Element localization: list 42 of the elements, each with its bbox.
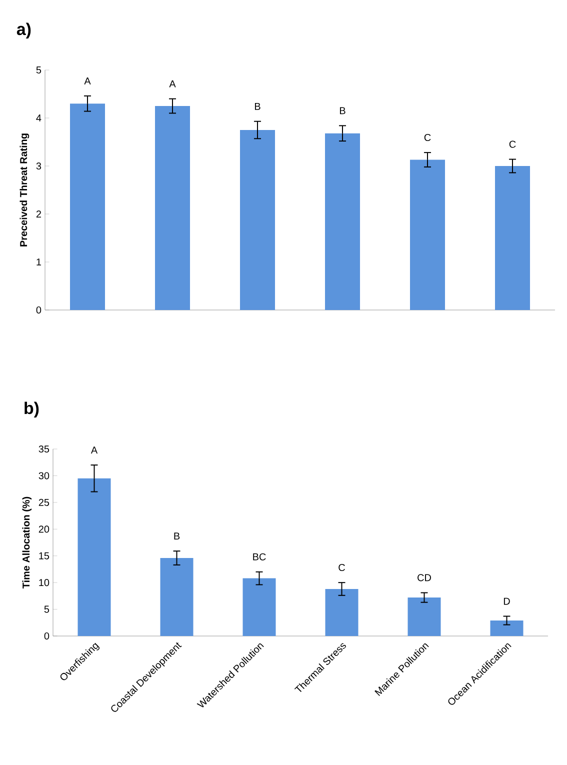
data-label: B bbox=[254, 102, 260, 110]
y-tick-label: 35 bbox=[38, 445, 50, 453]
data-label: CD bbox=[418, 574, 431, 582]
bar bbox=[160, 558, 194, 636]
bar bbox=[155, 106, 190, 310]
chart-title: b) bbox=[24, 402, 39, 418]
y-tick-label: 15 bbox=[39, 552, 50, 560]
data-label: D bbox=[504, 598, 510, 605]
chart-title: a) bbox=[16, 22, 31, 38]
data-label: BC bbox=[253, 553, 266, 560]
data-label: C bbox=[338, 564, 345, 572]
y-tick-label: 25 bbox=[38, 498, 50, 506]
y-tick-label: 5 bbox=[44, 606, 50, 613]
bar bbox=[242, 578, 276, 636]
y-tick-label: 0 bbox=[36, 306, 42, 314]
y-tick-label: 10 bbox=[39, 579, 50, 586]
data-label: C bbox=[424, 134, 431, 142]
bar bbox=[490, 620, 524, 636]
y-tick-label: 20 bbox=[38, 526, 50, 533]
bar bbox=[240, 130, 276, 310]
y-tick-label: 3 bbox=[36, 162, 42, 170]
data-label: B bbox=[340, 107, 346, 114]
y-tick-label: 0 bbox=[44, 632, 50, 640]
bar bbox=[325, 588, 358, 636]
bar bbox=[78, 478, 111, 636]
y-tick-label: 30 bbox=[38, 472, 50, 480]
data-label: A bbox=[84, 78, 91, 84]
y-tick-label: 4 bbox=[36, 114, 42, 122]
y-tick-label: 1 bbox=[36, 258, 41, 266]
bar bbox=[410, 160, 446, 310]
data-label: C bbox=[509, 140, 516, 148]
data-label: A bbox=[169, 80, 176, 88]
y-tick-label: 5 bbox=[36, 66, 42, 74]
data-label: B bbox=[174, 532, 180, 540]
y-axis-title: Preceived Threat Rating bbox=[20, 134, 30, 246]
y-axis-title: Time Allocation (%) bbox=[22, 496, 32, 589]
y-tick-label: 2 bbox=[36, 210, 41, 218]
bar bbox=[495, 166, 530, 310]
bar bbox=[408, 598, 441, 636]
data-label: A bbox=[90, 446, 98, 454]
bar bbox=[325, 133, 360, 310]
bar bbox=[70, 104, 105, 310]
